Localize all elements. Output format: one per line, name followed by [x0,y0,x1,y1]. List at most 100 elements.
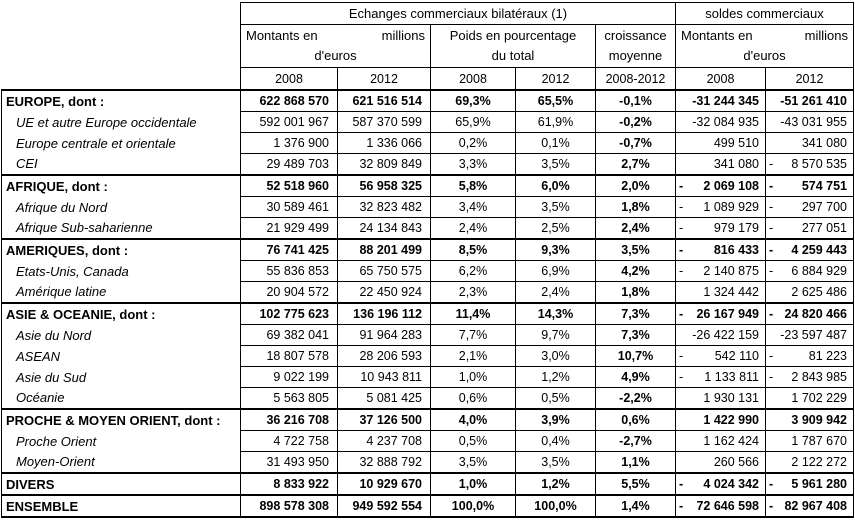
cell-croissance: 1,8% [595,196,676,218]
cell-poids-2012: 61,9% [515,111,596,133]
cell-montant-2012: 949 592 554 [337,494,431,518]
minus-sign: - [679,179,684,193]
header-soldes-title: soldes commerciaux [675,2,854,25]
header-montants-text-a: Montants en [246,28,318,43]
header-row-groups: Montants en millions d'euros Poids en po… [1,24,854,68]
cell-montant-2012: 28 206 593 [337,345,431,367]
table-row: UE et autre Europe occidentale 592 001 96… [1,111,854,133]
table-body: EUROPE, dont :622 868 570 621 516 514 69,3… [1,89,854,518]
cell-montant-2008: 52 518 960 [240,174,338,197]
cell-croissance: 7,3% [595,302,676,325]
cell-poids-2012: 3,5% [515,451,596,474]
header-croissance: croissance moyenne [595,24,676,68]
cell-poids-2012: 3,9% [515,408,596,431]
row-label: AMERIQUES, dont : [1,238,241,261]
table-row: EUROPE, dont :622 868 570 621 516 514 69,3… [1,89,854,112]
cell-poids-2012: 14,3% [515,302,596,325]
minus-sign: - [769,370,774,384]
header-row-titles: Echanges commerciaux bilatéraux (1) sold… [1,2,854,25]
header-empty-cell [1,2,241,25]
row-label: Afrique du Nord [1,196,241,218]
row-label: UE et autre Europe occidentale [1,111,241,133]
cell-solde-2012: -82 967 408 [765,494,854,518]
cell-number: 574 751 [801,179,847,193]
cell-croissance: 7,3% [595,324,676,346]
cell-number: 4 024 342 [703,477,759,491]
cell-poids-2012: 100,0% [515,494,596,518]
row-label: Europe centrale et orientale [1,132,241,154]
cell-solde-2012: - 4 259 443 [765,238,854,261]
cell-number: 277 051 [801,221,847,235]
cell-poids-2012: 1,2% [515,472,596,496]
cell-poids-2012: 3,0% [515,345,596,367]
cell-poids-2008: 2,1% [430,345,516,367]
cell-solde-2008: 260 566 [675,451,766,474]
minus-sign: - [769,349,774,363]
table-row: Proche Orient 4 722 758 4 237 708 0,5% 0,4% -… [1,430,854,452]
cell-montant-2012: 587 370 599 [337,111,431,133]
cell-montant-2008: 76 741 425 [240,238,338,261]
header-echanges-title: Echanges commerciaux bilatéraux (1) [240,2,676,25]
cell-solde-2012: 341 080 [765,132,854,154]
cell-number: 6 884 929 [791,264,847,278]
header-soldes-montants: Montants en millions d'euros [675,24,854,68]
cell-montant-2008: 36 216 708 [240,408,338,431]
cell-number: 81 223 [808,349,847,363]
cell-solde-2012: 2 625 486 [765,281,854,304]
cell-number: 1 089 929 [703,200,759,214]
cell-number: 816 433 [713,243,759,257]
cell-number: 2 069 108 [703,179,759,193]
cell-montant-2012: 65 750 575 [337,260,431,282]
cell-poids-2008: 1,0% [430,366,516,388]
table-row: Moyen-Orient 31 493 950 32 888 792 3,5% 3,5%… [1,451,854,474]
cell-poids-2008: 65,9% [430,111,516,133]
header-soldes-montants-text-b: millions [804,28,848,43]
cell-poids-2008: 0,6% [430,387,516,410]
cell-poids-2012: 2,5% [515,217,596,240]
minus-sign: - [679,499,684,513]
row-label: Asie du Sud [1,366,241,388]
minus-sign: - [679,307,684,321]
header-montants-text-b: millions [381,28,425,43]
header-soldes-montants-line1: Montants en millions [681,26,848,46]
row-label: ASIE & OCEANIE, dont : [1,302,241,325]
cell-solde-2008: -72 646 598 [675,494,766,518]
cell-solde-2012: - 5 961 280 [765,472,854,496]
cell-montant-2012: 91 964 283 [337,324,431,346]
cell-poids-2012: 3,5% [515,153,596,176]
cell-solde-2008: - 1 133 811 [675,366,766,388]
cell-montant-2012: 32 823 482 [337,196,431,218]
header-year-poids-2012: 2012 [515,67,596,91]
cell-solde-2008: - 542 110 [675,345,766,367]
cell-solde-2008: 341 080 [675,153,766,176]
cell-solde-2008: -26 167 949 [675,302,766,325]
cell-poids-2008: 69,3% [430,89,516,112]
table-row: CEI 29 489 703 32 809 849 3,3% 3,5% 2,7% 341 0… [1,153,854,176]
cell-poids-2012: 9,7% [515,324,596,346]
cell-croissance: 4,2% [595,260,676,282]
cell-croissance: 1,1% [595,451,676,474]
cell-solde-2008: 1 422 990 [675,408,766,431]
minus-sign: - [769,264,774,278]
header-year-poids-2008: 2008 [430,67,516,91]
row-label: ASEAN [1,345,241,367]
minus-sign: - [769,221,774,235]
cell-poids-2008: 11,4% [430,302,516,325]
cell-number: 297 700 [801,200,847,214]
cell-solde-2012: 2 122 272 [765,451,854,474]
cell-croissance: 3,5% [595,238,676,261]
cell-croissance: 0,6% [595,408,676,431]
cell-montant-2008: 622 868 570 [240,89,338,112]
cell-montant-2008: 31 493 950 [240,451,338,474]
row-label: Amérique latine [1,281,241,303]
cell-montant-2008: 18 807 578 [240,345,338,367]
header-empty-cell [1,67,241,90]
minus-sign: - [769,157,774,171]
cell-montant-2008: 1 376 900 [240,132,338,154]
header-year-croissance: 2008-2012 [595,67,676,91]
cell-croissance: -0,1% [595,89,676,112]
cell-number: 5 961 280 [791,477,847,491]
cell-solde-2012: - 6 884 929 [765,260,854,282]
cell-croissance: 2,4% [595,217,676,240]
